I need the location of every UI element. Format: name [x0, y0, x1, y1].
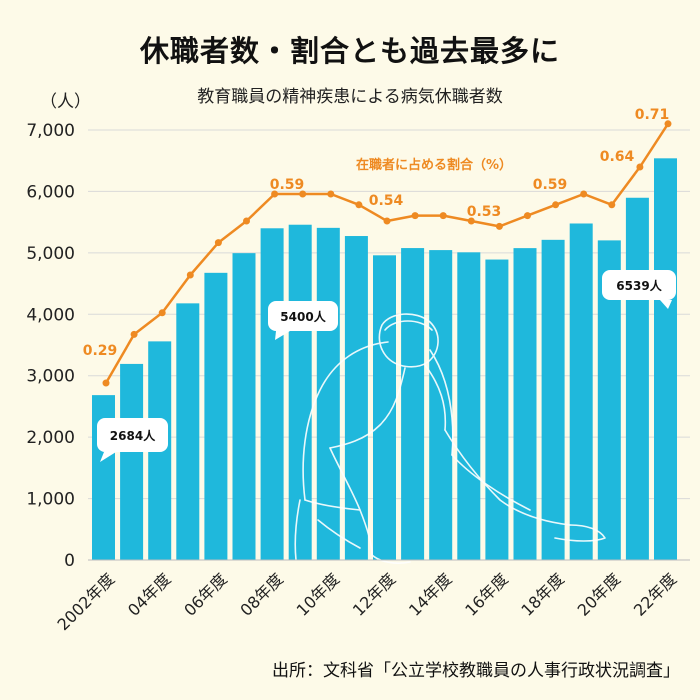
callout-box	[97, 418, 168, 452]
bar	[373, 255, 396, 561]
ratio-point	[355, 201, 363, 209]
callout-box	[268, 301, 338, 331]
ratio-label: 0.54	[369, 193, 404, 209]
y-tick-label: 5,000	[26, 244, 75, 264]
ratio-point	[130, 330, 138, 338]
bar	[344, 236, 368, 561]
ratio-point	[439, 212, 447, 220]
ratio-line-layer: 0.29 0.59 0.54 0.53 0.59 0.64 0.71 在職者に占める割合（%）	[83, 107, 672, 387]
ratio-point	[383, 217, 391, 225]
bar	[485, 259, 509, 560]
bar	[429, 250, 453, 561]
bar	[232, 253, 256, 560]
ratio-label: 0.64	[600, 149, 635, 165]
ratio-label: 0.59	[533, 177, 568, 193]
callout-label: 6539人	[616, 278, 662, 293]
ratio-point	[158, 309, 166, 317]
callout-bubble: 2684人	[97, 418, 168, 462]
bar	[204, 272, 228, 560]
x-tick-label: 04年度	[124, 569, 174, 619]
sitting-person-illustration	[294, 313, 606, 564]
ratio-point	[327, 190, 335, 198]
callout-label: 2684人	[110, 428, 156, 443]
x-tick-label: 18年度	[517, 569, 567, 619]
ratio-point	[608, 201, 616, 209]
ratio-point	[552, 201, 560, 209]
ratio-point	[524, 212, 531, 220]
ratio-point	[186, 271, 194, 279]
ratio-label: 0.29	[83, 343, 118, 359]
y-tick-label: 4,000	[26, 305, 75, 325]
ratio-point	[299, 190, 307, 198]
x-tick-label: 14年度	[405, 569, 455, 619]
ratio-point	[411, 212, 419, 220]
x-tick-label: 16年度	[461, 569, 511, 619]
ratio-label: 0.71	[635, 107, 670, 123]
ratio-point	[636, 163, 644, 171]
x-tick-label: 20年度	[574, 569, 624, 619]
callout-tail	[100, 452, 116, 462]
callout-bubble: 5400人	[268, 301, 338, 340]
bar	[288, 224, 312, 561]
callout-label: 5400人	[280, 309, 326, 324]
source-note: 出所：文科省「公立学校教職員の人事行政状況調査」	[272, 661, 680, 681]
callout-bubble: 6539人	[602, 270, 676, 309]
y-tick-label: 2,000	[26, 428, 75, 448]
x-tick-label: 2002年度	[53, 569, 118, 634]
ratio-legend: 在職者に占める割合（%）	[356, 157, 512, 173]
bar	[569, 223, 593, 560]
chart-subtitle: 教育職員の精神疾患による病気休職者数	[197, 87, 503, 107]
chart-title: 休職者数・割合とも過去最多に	[139, 34, 560, 68]
y-tick-label: 6,000	[26, 182, 75, 202]
ratio-point	[580, 190, 588, 198]
bar	[625, 197, 649, 560]
callouts: 2684人 5400人 6539人	[97, 270, 676, 462]
y-tick-label: 7,000	[26, 121, 75, 141]
callout-tail	[660, 300, 672, 309]
y-tick-label: 3,000	[26, 367, 75, 387]
ratio-point	[102, 379, 110, 387]
ratio-point	[243, 217, 250, 225]
callout-box	[602, 270, 676, 300]
bar	[457, 252, 481, 560]
y-tick-label: 1,000	[26, 490, 75, 510]
bar	[513, 248, 537, 560]
y-axis-unit: （人）	[40, 92, 91, 112]
bar	[176, 303, 200, 560]
x-tick-label: 12年度	[349, 569, 399, 619]
x-tick-label: 08年度	[236, 569, 286, 619]
ratio-point	[467, 217, 475, 225]
ratio-label: 0.53	[467, 204, 502, 220]
bar	[316, 227, 340, 560]
bar	[597, 240, 621, 560]
bar	[654, 158, 677, 560]
bar	[401, 248, 425, 560]
x-tick-label: 10年度	[293, 569, 343, 619]
callout-tail	[275, 331, 290, 340]
ratio-point	[271, 190, 279, 198]
y-tick-label: 0	[64, 551, 75, 571]
ratio-point	[495, 222, 503, 230]
ratio-point	[214, 239, 222, 247]
ratio-point	[664, 120, 672, 128]
x-tick-label: 06年度	[180, 569, 230, 619]
bar	[120, 363, 144, 560]
bar	[541, 239, 565, 560]
bar	[260, 228, 284, 561]
x-tick-label: 22年度	[630, 569, 680, 619]
ratio-label: 0.59	[270, 177, 305, 193]
